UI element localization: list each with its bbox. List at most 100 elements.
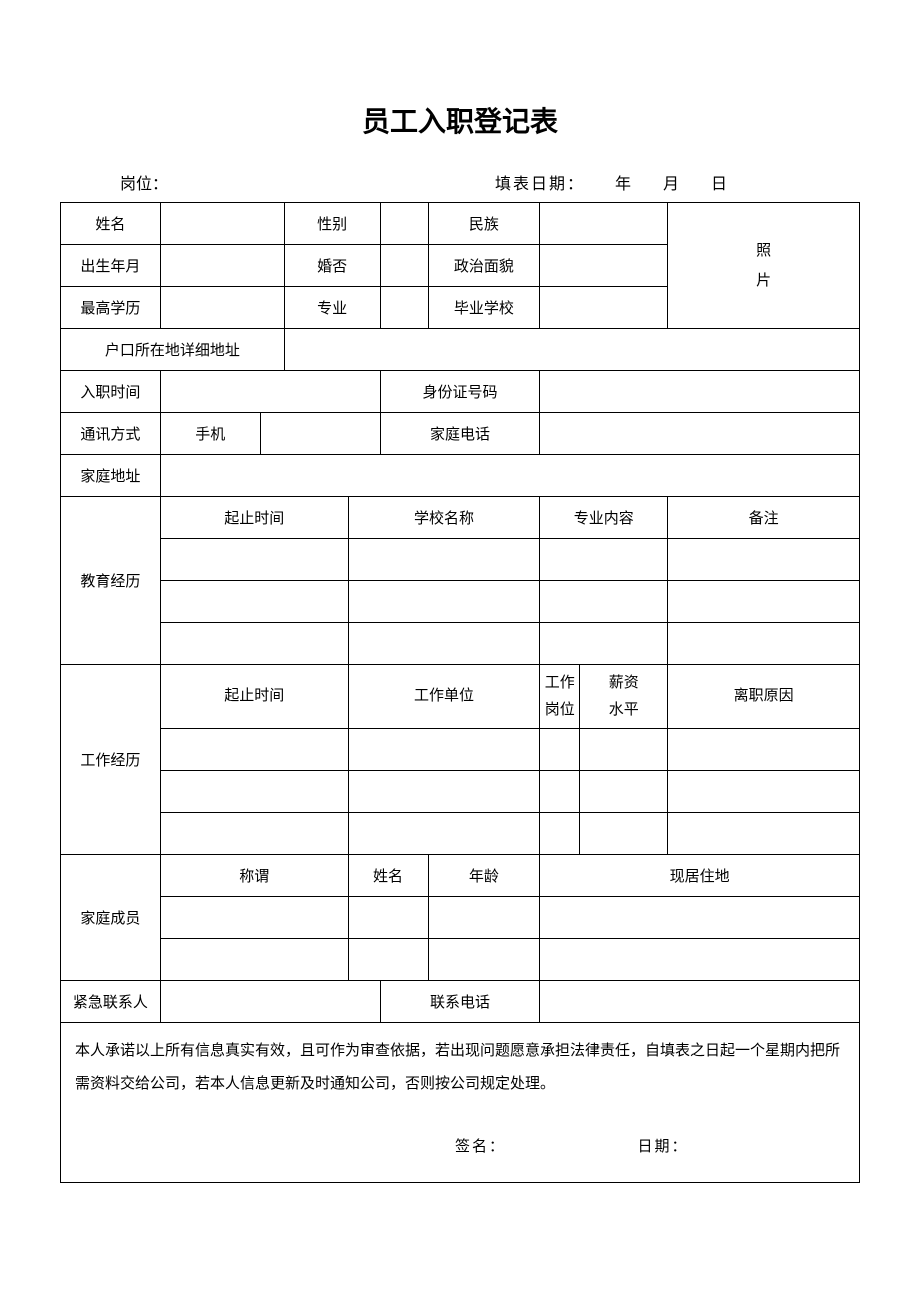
edu-period-value[interactable]	[160, 581, 348, 623]
household-address-value[interactable]	[284, 329, 859, 371]
edu-major-value[interactable]	[540, 539, 668, 581]
relation-value[interactable]	[160, 897, 348, 939]
edu-school-value[interactable]	[348, 539, 540, 581]
home-address-label: 家庭地址	[61, 455, 161, 497]
edu-major-label: 专业内容	[540, 497, 668, 539]
work-position-value[interactable]	[540, 771, 580, 813]
work-row	[61, 771, 860, 813]
ethnicity-value[interactable]	[540, 203, 668, 245]
edu-school-value[interactable]	[348, 623, 540, 665]
contact-label: 通讯方式	[61, 413, 161, 455]
family-residence-value[interactable]	[540, 939, 860, 981]
family-label: 家庭成员	[61, 855, 161, 981]
edu-school-value[interactable]	[348, 581, 540, 623]
household-address-label: 户口所在地详细地址	[61, 329, 285, 371]
id-number-value[interactable]	[540, 371, 860, 413]
edu-row	[61, 623, 860, 665]
sign-label: 签名：	[455, 1139, 506, 1155]
name-value[interactable]	[160, 203, 284, 245]
relation-label: 称谓	[160, 855, 348, 897]
year-label: 年	[615, 176, 633, 193]
work-unit-value[interactable]	[348, 813, 540, 855]
edu-remark-value[interactable]	[668, 623, 860, 665]
family-residence-value[interactable]	[540, 897, 860, 939]
work-period-value[interactable]	[160, 729, 348, 771]
education-level-value[interactable]	[160, 287, 284, 329]
edu-row	[61, 581, 860, 623]
month-label: 月	[663, 176, 681, 193]
form-title: 员工入职登记表	[60, 100, 860, 140]
work-period-label: 起止时间	[160, 665, 348, 729]
mobile-value[interactable]	[260, 413, 380, 455]
edu-remark-value[interactable]	[668, 539, 860, 581]
political-value[interactable]	[540, 245, 668, 287]
work-salary-value[interactable]	[580, 771, 668, 813]
family-row	[61, 939, 860, 981]
family-age-label: 年龄	[428, 855, 540, 897]
work-position-label: 工作 岗位	[540, 665, 580, 729]
work-reason-label: 离职原因	[668, 665, 860, 729]
school-value[interactable]	[540, 287, 668, 329]
home-address-value[interactable]	[160, 455, 859, 497]
family-age-value[interactable]	[428, 939, 540, 981]
work-salary-value[interactable]	[580, 729, 668, 771]
work-reason-value[interactable]	[668, 771, 860, 813]
work-reason-value[interactable]	[668, 729, 860, 771]
work-period-value[interactable]	[160, 813, 348, 855]
registration-table: 姓名 性别 民族 照 片 出生年月 婚否 政治面貌 最高学历 专业 毕业学校 户…	[60, 202, 860, 1183]
family-residence-label: 现居住地	[540, 855, 860, 897]
fill-date-label: 填表日期： 年 月 日	[475, 170, 850, 194]
emergency-phone-label: 联系电话	[380, 981, 540, 1023]
emergency-contact-label: 紧急联系人	[61, 981, 161, 1023]
work-unit-label: 工作单位	[348, 665, 540, 729]
declaration-text: 本人承诺以上所有信息真实有效，且可作为审查依据，若出现问题愿意承担法律责任，自填…	[75, 1035, 845, 1101]
home-phone-label: 家庭电话	[380, 413, 540, 455]
family-name-value[interactable]	[348, 897, 428, 939]
header-row: 岗位： 填表日期： 年 月 日	[60, 170, 860, 194]
major-value[interactable]	[380, 287, 428, 329]
edu-major-value[interactable]	[540, 581, 668, 623]
marital-label: 婚否	[284, 245, 380, 287]
family-age-value[interactable]	[428, 897, 540, 939]
work-period-value[interactable]	[160, 771, 348, 813]
relation-value[interactable]	[160, 939, 348, 981]
work-unit-value[interactable]	[348, 729, 540, 771]
political-label: 政治面貌	[428, 245, 540, 287]
edu-period-value[interactable]	[160, 539, 348, 581]
ethnicity-label: 民族	[428, 203, 540, 245]
sign-date-label: 日期：	[638, 1139, 689, 1155]
education-level-label: 最高学历	[61, 287, 161, 329]
work-history-label: 工作经历	[61, 665, 161, 855]
work-position-value[interactable]	[540, 729, 580, 771]
home-phone-value[interactable]	[540, 413, 860, 455]
entry-date-label: 入职时间	[61, 371, 161, 413]
work-position-value[interactable]	[540, 813, 580, 855]
id-number-label: 身份证号码	[380, 371, 540, 413]
photo-cell: 照 片	[668, 203, 860, 329]
major-label: 专业	[284, 287, 380, 329]
school-label: 毕业学校	[428, 287, 540, 329]
edu-row	[61, 539, 860, 581]
work-unit-value[interactable]	[348, 771, 540, 813]
work-salary-label: 薪资 水平	[580, 665, 668, 729]
edu-period-label: 起止时间	[160, 497, 348, 539]
edu-school-label: 学校名称	[348, 497, 540, 539]
emergency-contact-value[interactable]	[160, 981, 380, 1023]
entry-date-value[interactable]	[160, 371, 380, 413]
gender-value[interactable]	[380, 203, 428, 245]
work-row	[61, 813, 860, 855]
education-history-label: 教育经历	[61, 497, 161, 665]
work-salary-value[interactable]	[580, 813, 668, 855]
declaration-cell: 本人承诺以上所有信息真实有效，且可作为审查依据，若出现问题愿意承担法律责任，自填…	[61, 1023, 860, 1183]
signature-row: 签名： 日期：	[75, 1131, 845, 1164]
family-name-value[interactable]	[348, 939, 428, 981]
edu-period-value[interactable]	[160, 623, 348, 665]
emergency-phone-value[interactable]	[540, 981, 860, 1023]
work-reason-value[interactable]	[668, 813, 860, 855]
birth-value[interactable]	[160, 245, 284, 287]
date-prefix: 填表日期：	[495, 176, 585, 193]
edu-major-value[interactable]	[540, 623, 668, 665]
edu-remark-value[interactable]	[668, 581, 860, 623]
family-row	[61, 897, 860, 939]
marital-value[interactable]	[380, 245, 428, 287]
